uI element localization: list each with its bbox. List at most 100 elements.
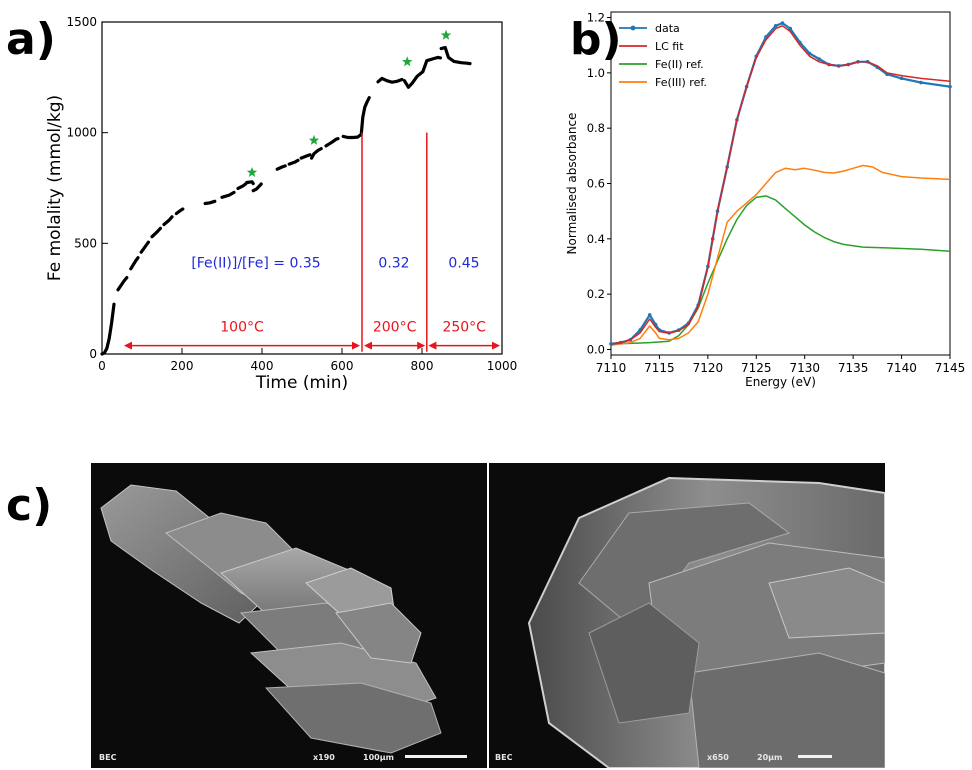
y-axis-label: Fe molality (mmol/kg) <box>45 95 65 281</box>
data-segment <box>324 137 340 148</box>
ratio-label: [Fe(II)]/[Fe] = 0.35 <box>191 256 320 272</box>
data-point <box>817 57 822 61</box>
data-segment <box>129 256 140 271</box>
data-point <box>948 84 952 89</box>
x-tick-label: 600 <box>331 359 354 373</box>
x-tick-label: 400 <box>251 359 274 373</box>
sem-magnification-label: x190 <box>313 753 335 762</box>
panel-label-b: b) <box>570 14 622 65</box>
sem-scale-label: 20μm <box>757 753 783 762</box>
data-point <box>773 24 778 28</box>
data-point <box>647 313 652 317</box>
temperature-label: 100°C <box>220 320 264 336</box>
y-tick-label: 0.4 <box>587 232 605 246</box>
data-segment <box>116 276 129 292</box>
x-tick-label: 1000 <box>487 359 518 373</box>
arrowhead-left <box>364 341 372 350</box>
arrowhead-right <box>492 341 500 350</box>
y-tick-label: 1500 <box>66 15 97 29</box>
y-tick-label: 0.8 <box>587 121 605 135</box>
panel-label-a: a) <box>6 14 56 65</box>
x-tick-label: 7125 <box>741 361 772 375</box>
series-line <box>610 25 951 345</box>
legend-label: Fe(III) ref. <box>655 76 707 89</box>
x-tick-label: 800 <box>411 359 434 373</box>
marker-star <box>440 29 452 40</box>
x-tick-label: 200 <box>171 359 194 373</box>
data-point <box>919 80 923 85</box>
y-tick-label: 1.0 <box>587 66 605 80</box>
legend-label: data <box>655 22 680 35</box>
x-axis-label: Time (min) <box>255 373 348 393</box>
data-segment <box>275 164 287 171</box>
crystal-closeup-image <box>527 476 885 768</box>
temperature-label: 250°C <box>442 320 486 336</box>
y-tick-label: 500 <box>74 236 97 250</box>
temperature-label: 200°C <box>373 320 417 336</box>
legend-label: LC fit <box>655 40 684 53</box>
x-tick-label: 7135 <box>838 361 869 375</box>
data-segment <box>139 240 150 254</box>
data-segment <box>341 133 362 140</box>
chart-a: 0 200 400 600 800 1000 0 500 1000 1500 Time (min) F… <box>45 15 518 393</box>
y-tick-label: 0.2 <box>587 287 605 301</box>
x-tick-label: 7130 <box>789 361 820 375</box>
data-segment <box>439 45 472 66</box>
data-point <box>899 76 904 81</box>
sem-image-left: BEC x190 100μm <box>91 463 487 768</box>
data-segment <box>162 215 174 227</box>
marker-star <box>246 167 258 177</box>
data-segment <box>245 180 255 186</box>
chart-b: 7110 7115 7120 7125 7130 7135 7140 7145 0.0 0.2 0.… <box>565 11 966 389</box>
sem-magnification-label: x650 <box>707 753 729 762</box>
crystal-cluster-image <box>100 484 442 754</box>
y-tick-label: 1000 <box>66 126 97 140</box>
legend-label: Fe(II) ref. <box>655 58 704 71</box>
y-tick-label: 0.6 <box>587 177 605 191</box>
series-line <box>610 164 951 347</box>
arrowhead-right <box>417 341 426 350</box>
data-segment <box>100 302 116 356</box>
data-segment <box>220 190 236 199</box>
sem-mode-label: BEC <box>495 753 513 762</box>
x-tick-label: 7120 <box>693 361 724 375</box>
data-segment <box>236 182 248 190</box>
sem-image-right: BEC x650 20μm <box>489 463 885 768</box>
data-segment <box>150 226 162 239</box>
data-segment <box>299 153 312 160</box>
y-tick-label: 0 <box>89 347 97 361</box>
arrowhead-right <box>352 341 360 350</box>
ratio-label: 0.32 <box>378 256 409 272</box>
y-axis-label: Normalised absorbance <box>565 113 579 255</box>
data-segment <box>287 158 300 166</box>
x-tick-label: 7115 <box>644 361 675 375</box>
y-tick-label: 1.2 <box>587 11 605 25</box>
scale-bar <box>405 755 467 758</box>
data-point <box>788 26 792 31</box>
legend-marker <box>630 25 636 31</box>
data-segment <box>251 182 263 193</box>
series-line <box>610 22 951 345</box>
data-segment <box>402 55 442 89</box>
data-segment <box>310 147 323 160</box>
y-tick-label: 0.0 <box>587 342 605 356</box>
data-segment <box>203 199 217 206</box>
plot-frame <box>101 21 503 355</box>
data-segment <box>376 76 404 84</box>
x-tick-label: 0 <box>98 359 106 373</box>
marker-star <box>308 134 320 145</box>
x-axis-label: Energy (eV) <box>745 375 816 389</box>
data-segment <box>359 96 371 137</box>
panel-label-c: c) <box>6 480 53 531</box>
data-segment <box>174 207 185 216</box>
arrowhead-left <box>428 341 437 350</box>
x-tick-label: 7140 <box>886 361 917 375</box>
x-tick-label: 7110 <box>596 361 627 375</box>
sem-mode-label: BEC <box>99 753 117 762</box>
data-point <box>780 21 785 25</box>
arrowhead-left <box>124 341 132 350</box>
sem-scale-label: 100μm <box>363 753 394 762</box>
x-tick-label: 7145 <box>935 361 966 375</box>
marker-star <box>402 56 413 67</box>
ratio-label: 0.45 <box>448 256 479 272</box>
